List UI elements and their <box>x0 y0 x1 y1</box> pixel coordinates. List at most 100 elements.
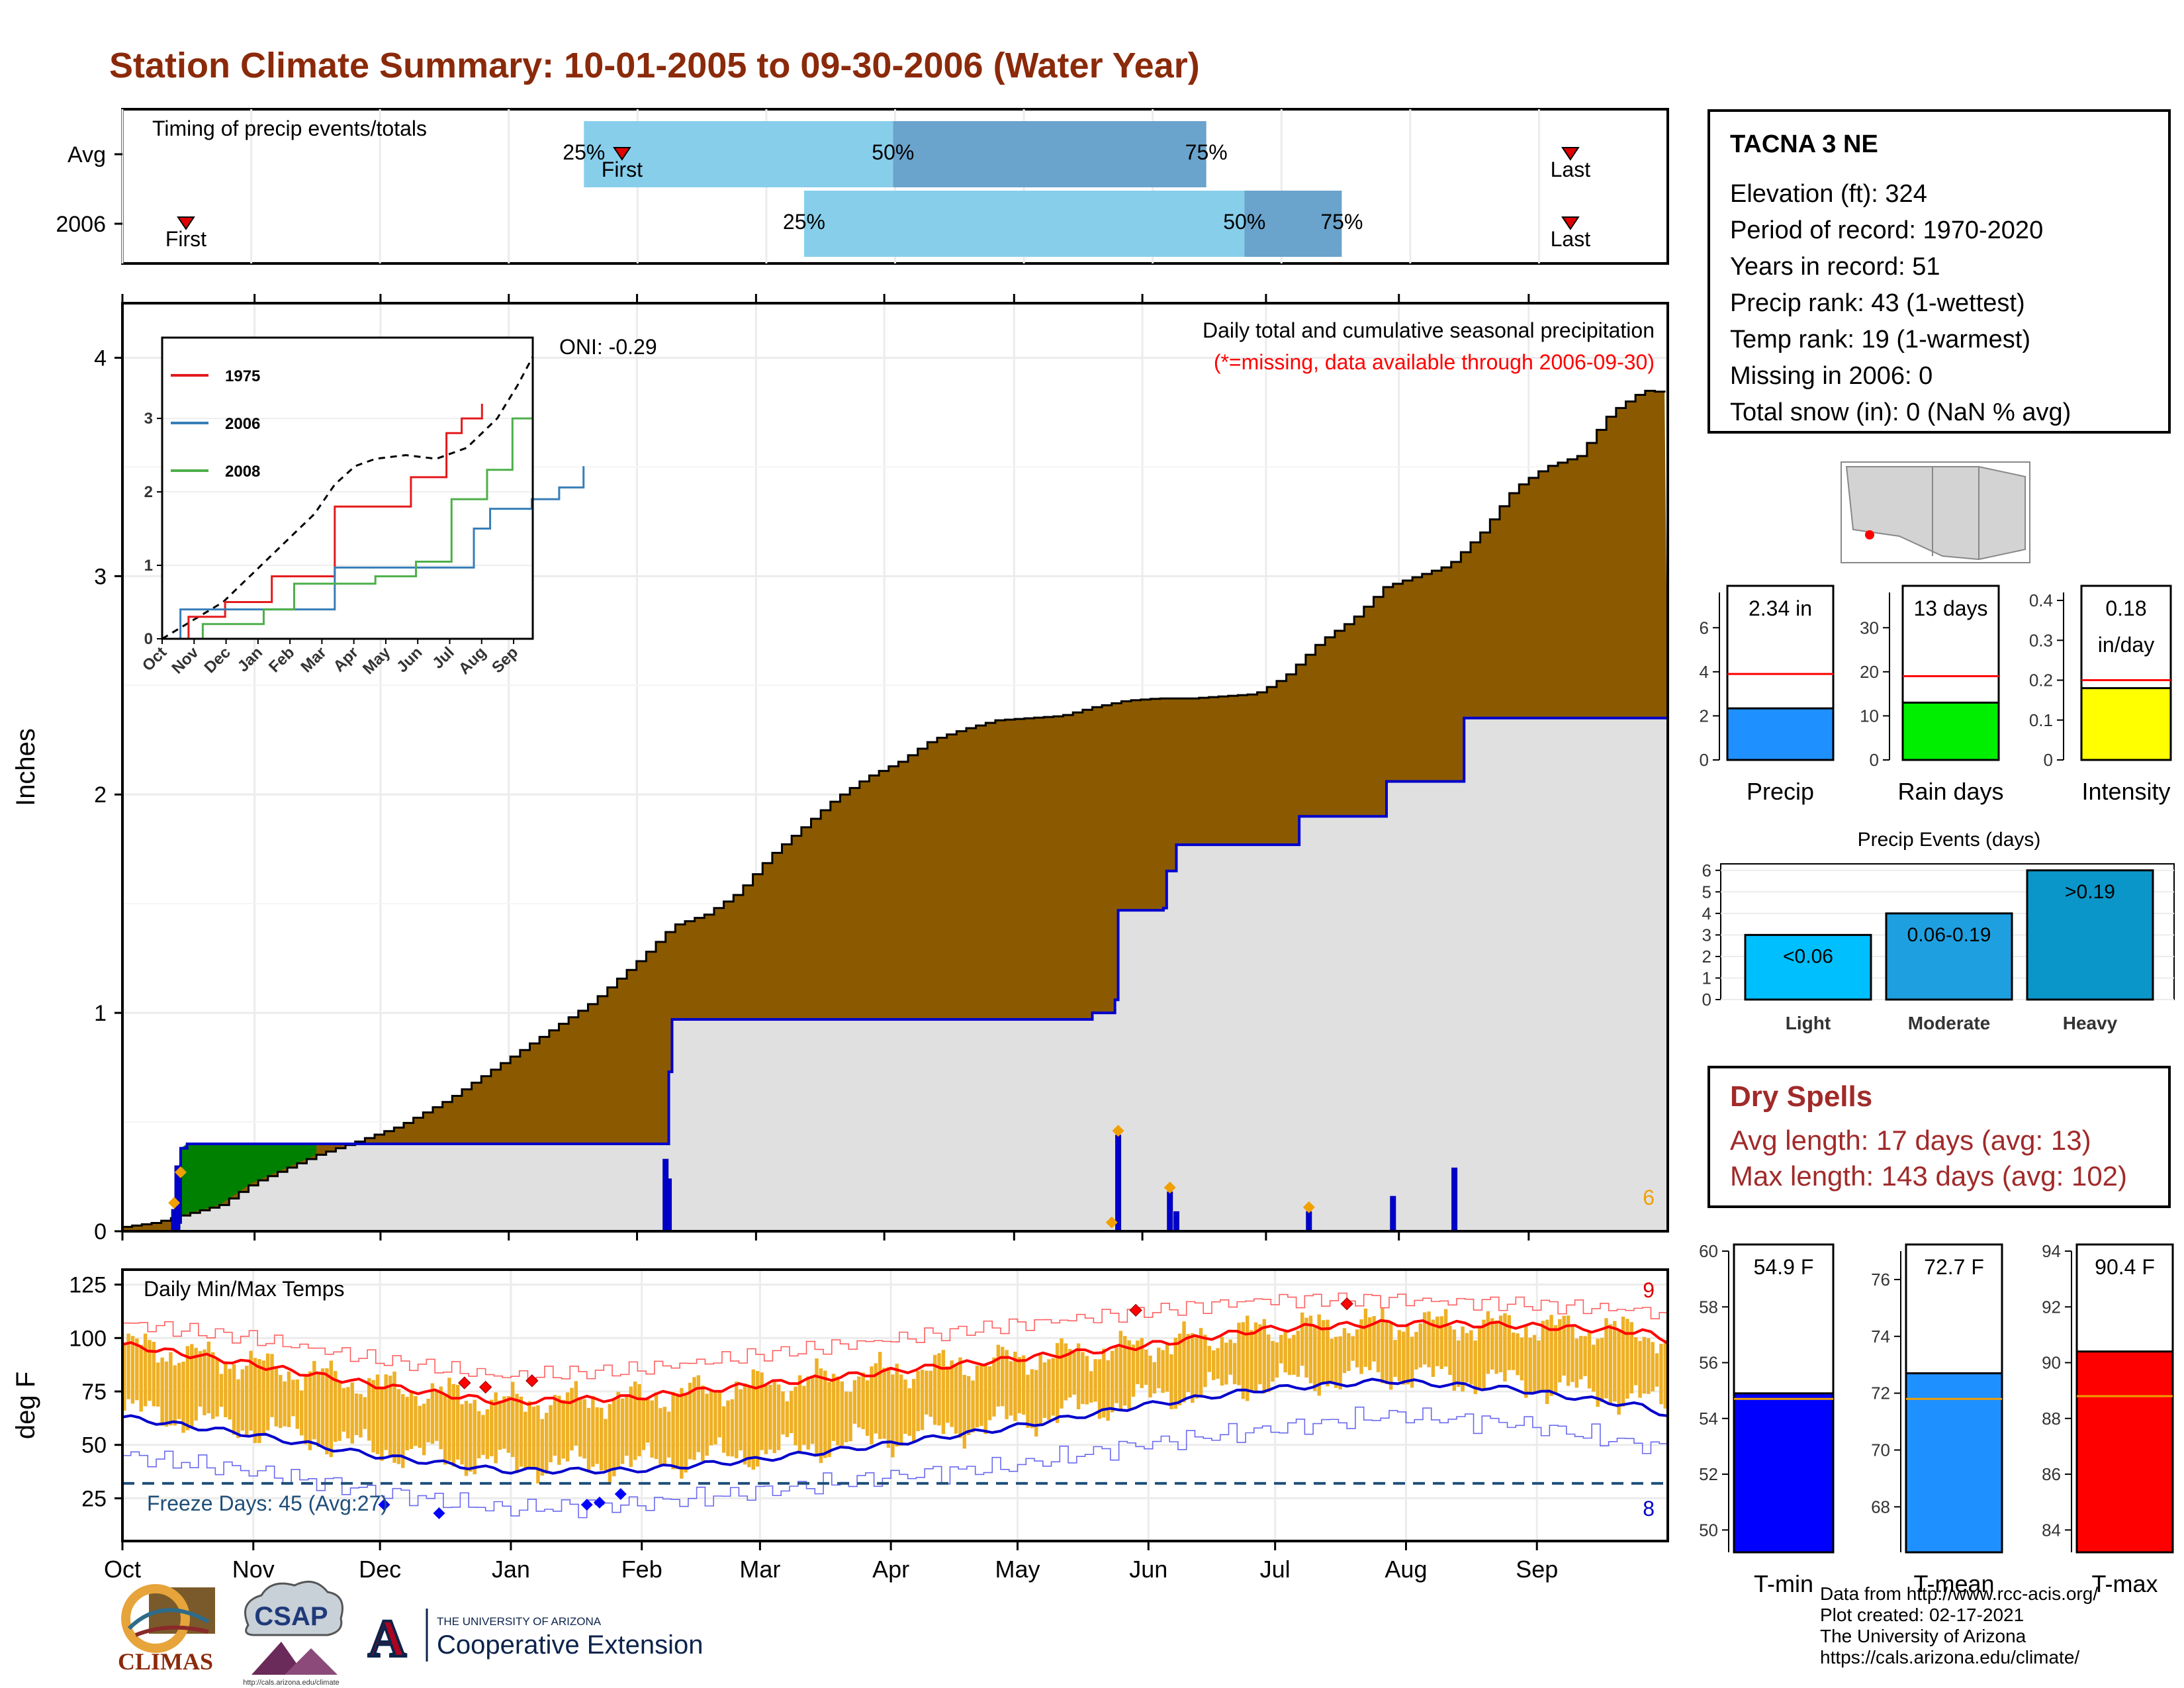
temps-daily-bar <box>1381 1308 1385 1383</box>
temps-daily-bar <box>1388 1323 1393 1390</box>
temps-record-low-marker <box>378 1499 390 1511</box>
temps-daily-bar <box>713 1391 717 1445</box>
temps-daily-bar <box>1081 1352 1085 1404</box>
temps-daily-bar <box>574 1381 578 1446</box>
temps-daily-bar <box>1191 1333 1195 1403</box>
month-label: Sep <box>1516 1556 1558 1583</box>
temps-daily-bar <box>1558 1319 1562 1383</box>
temps-daily-bar <box>764 1385 768 1454</box>
temps-daily-bar <box>1422 1312 1427 1365</box>
kpi-bar <box>1901 701 2000 761</box>
timing-label-50: 50% <box>1223 210 1265 234</box>
precip-daily-bar <box>1115 1135 1122 1232</box>
temps-daily-bar <box>359 1393 363 1438</box>
temps-daily-bar <box>1372 1316 1376 1362</box>
month-label: Jan <box>492 1556 530 1583</box>
inset-tick-label: 2 <box>144 483 153 501</box>
timing-label-25: 25% <box>783 210 825 234</box>
temps-daily-bar <box>1237 1323 1241 1385</box>
kpi-tick-label: 20 <box>1860 662 1879 682</box>
temps-daily-bar <box>1655 1353 1659 1387</box>
temps-daily-bar <box>1592 1344 1596 1392</box>
temps-daily-bar <box>680 1387 684 1479</box>
temps-daily-bar <box>1068 1348 1072 1398</box>
temps-daily-bar <box>688 1382 692 1460</box>
kpi-tick-label: 0.3 <box>2029 630 2053 650</box>
temps-daily-bar <box>1038 1354 1042 1425</box>
temps-daily-bar <box>1034 1370 1038 1437</box>
temps-daily-bar <box>206 1341 211 1413</box>
temps-daily-bar <box>891 1374 895 1458</box>
kpi-value-text: 0.18 <box>2105 596 2146 620</box>
temps-daily-bar <box>553 1395 557 1456</box>
temps-daily-bar <box>1410 1336 1414 1388</box>
temps-daily-bar <box>1127 1340 1131 1409</box>
timing-label-50: 50% <box>872 140 914 164</box>
temps-daily-bar <box>312 1360 316 1440</box>
month-label: Jun <box>1129 1556 1167 1583</box>
temps-daily-bar <box>426 1398 430 1442</box>
temps-daily-bar <box>790 1391 794 1433</box>
temps-daily-bar <box>498 1400 502 1450</box>
temps-daily-bar <box>451 1383 456 1467</box>
temps-daily-bar <box>270 1354 274 1417</box>
timing-label-first: First <box>165 227 206 251</box>
temps-daily-bar <box>1275 1342 1279 1378</box>
kpi-tick-label: 84 <box>2042 1520 2061 1540</box>
kpi-tick-label: 50 <box>1699 1520 1718 1540</box>
temps-daily-bar <box>531 1406 536 1470</box>
events-bar-label: 0.06-0.19 <box>1907 924 1991 946</box>
temps-daily-bar <box>1355 1329 1359 1368</box>
temps-daily-bar <box>173 1365 177 1426</box>
temps-daily-bar <box>1414 1332 1418 1370</box>
temps-daily-bar <box>371 1380 375 1452</box>
temps-daily-bar <box>802 1385 806 1445</box>
temps-daily-bar <box>1570 1326 1574 1382</box>
temps-daily-bar <box>130 1336 135 1404</box>
temps-daily-bar <box>388 1376 392 1458</box>
temps-daily-bar <box>806 1376 810 1450</box>
temps-daily-bar <box>1169 1354 1173 1409</box>
kpi-tick-label: 6 <box>1700 618 1709 637</box>
kpi-label: T-min <box>1754 1570 1813 1597</box>
temps-daily-bar <box>1177 1333 1182 1405</box>
temps-daily-bar <box>1347 1333 1351 1372</box>
dry-spells-avg: Avg length: 17 days (avg: 13) <box>1730 1125 2091 1156</box>
temps-daily-bar <box>1072 1352 1076 1395</box>
temps-daily-bar <box>1000 1346 1005 1407</box>
temps-daily-bar <box>1009 1361 1013 1416</box>
temps-daily-bar <box>519 1396 523 1467</box>
dry-spells-heading: Dry Spells <box>1730 1080 1873 1113</box>
temps-daily-bar <box>666 1411 671 1458</box>
temps-daily-bar <box>405 1397 409 1450</box>
temps-daily-bar <box>1013 1351 1017 1421</box>
temps-daily-bar <box>1431 1319 1435 1378</box>
temps-daily-bar <box>409 1392 414 1449</box>
temps-daily-bar <box>865 1380 870 1436</box>
temps-daily-bar <box>882 1368 886 1439</box>
temps-daily-bar <box>907 1388 912 1436</box>
temps-daily-bar <box>350 1382 354 1444</box>
climas-logo-text: CLIMAS <box>118 1648 213 1675</box>
temps-daily-bar <box>1266 1334 1271 1393</box>
temps-daily-bar <box>194 1348 198 1421</box>
precip-count: 6 <box>1643 1186 1655 1209</box>
kpi-tick-label: 58 <box>1699 1297 1718 1317</box>
temps-daily-bar <box>1642 1336 1647 1394</box>
temps-daily-bar <box>1553 1325 1558 1394</box>
temps-daily-bar <box>1342 1328 1347 1374</box>
credits: Data from http://www.rcc-acis.org/ Plot … <box>1820 1583 2098 1668</box>
events-tick-label: 2 <box>1702 947 1711 966</box>
temps-daily-bar <box>929 1370 933 1417</box>
timing-bar-50-75 <box>1244 191 1342 257</box>
temps-daily-bar <box>1511 1333 1516 1370</box>
events-tick-label: 3 <box>1702 925 1711 945</box>
temps-daily-bar <box>1228 1339 1232 1375</box>
temps-daily-bar <box>946 1366 950 1423</box>
precip-daily-bar <box>1306 1211 1312 1232</box>
timing-label-last: Last <box>1551 227 1591 251</box>
temps-daily-bar <box>291 1380 295 1417</box>
temps-daily-bar <box>236 1379 240 1438</box>
temps-daily-bar <box>1317 1314 1321 1396</box>
temps-daily-bar <box>1625 1319 1629 1399</box>
